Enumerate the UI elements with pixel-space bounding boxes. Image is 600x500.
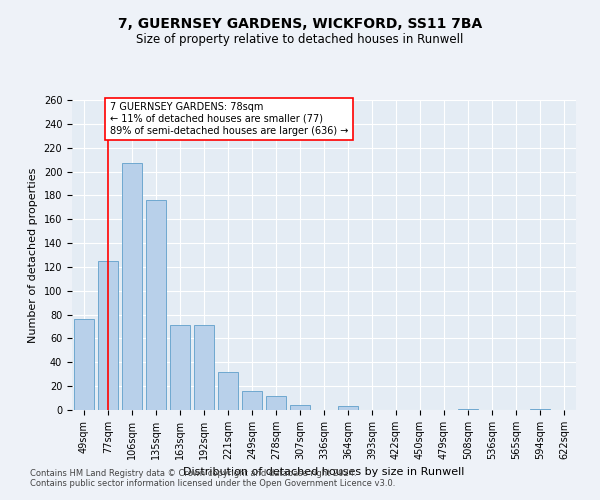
Y-axis label: Number of detached properties: Number of detached properties <box>28 168 38 342</box>
Text: Contains HM Land Registry data © Crown copyright and database right 2024.: Contains HM Land Registry data © Crown c… <box>30 468 356 477</box>
Text: 7 GUERNSEY GARDENS: 78sqm
← 11% of detached houses are smaller (77)
89% of semi-: 7 GUERNSEY GARDENS: 78sqm ← 11% of detac… <box>110 102 348 136</box>
Text: Size of property relative to detached houses in Runwell: Size of property relative to detached ho… <box>136 32 464 46</box>
Text: 7, GUERNSEY GARDENS, WICKFORD, SS11 7BA: 7, GUERNSEY GARDENS, WICKFORD, SS11 7BA <box>118 18 482 32</box>
Text: Contains public sector information licensed under the Open Government Licence v3: Contains public sector information licen… <box>30 478 395 488</box>
Bar <box>122 163 142 410</box>
Bar <box>218 372 238 410</box>
Bar <box>170 326 190 410</box>
Bar <box>290 405 310 410</box>
Bar <box>530 409 550 410</box>
X-axis label: Distribution of detached houses by size in Runwell: Distribution of detached houses by size … <box>184 468 464 477</box>
Bar <box>98 261 118 410</box>
Bar <box>146 200 166 410</box>
Bar <box>242 391 262 410</box>
Bar <box>338 406 358 410</box>
Bar <box>194 326 214 410</box>
Bar <box>458 409 478 410</box>
Bar <box>266 396 286 410</box>
Bar <box>74 320 94 410</box>
